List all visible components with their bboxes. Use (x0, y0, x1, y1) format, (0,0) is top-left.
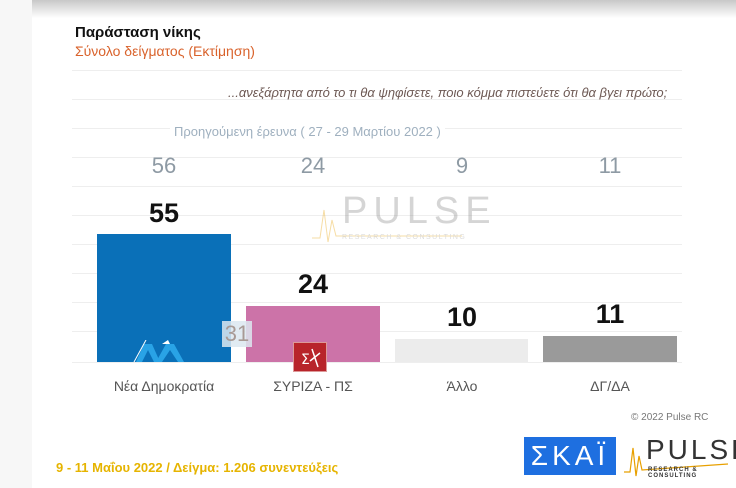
watermark-subtext: RESEARCH & CONSULTING (342, 234, 467, 241)
gridline (72, 215, 682, 216)
category-label: ΔΓ/ΔΑ (590, 378, 630, 394)
watermark-text: PULSE (342, 190, 497, 232)
gridline (72, 302, 682, 303)
gridline (72, 362, 682, 363)
copyright-text: © 2022 Pulse RC (631, 412, 709, 423)
pulse-logo-text: PULSE (646, 434, 736, 465)
gridline (72, 273, 682, 274)
previous-value: 9 (455, 153, 469, 178)
bar-value: 55 (148, 198, 180, 228)
category-label: Άλλο (446, 378, 478, 394)
bar-nd (97, 234, 231, 362)
pulse-watermark: PULSE RESEARCH & CONSULTING (312, 190, 492, 245)
previous-value: 11 (598, 153, 622, 178)
chart-title: Παράσταση νίκης (75, 24, 201, 41)
previous-survey-label: Προηγούμενη έρευνα ( 27 - 29 Μαρτίου 202… (170, 124, 445, 139)
survey-footer: 9 - 11 Μαΐου 2022 / Δείγμα: 1.206 συνεντ… (56, 460, 339, 475)
nd-logo-icon (133, 340, 184, 362)
bar-value: 11 (595, 299, 625, 329)
top-band (32, 0, 736, 18)
survey-question: ...ανεξάρτητα από το τι θα ψηφίσετε, ποι… (228, 85, 668, 100)
category-label: ΣΥΡΙΖΑ - ΠΣ (273, 378, 353, 394)
bar-value: 10 (446, 302, 478, 332)
chart-subtitle: Σύνολο δείγματος (Εκτίμηση) (75, 43, 255, 59)
pulse-wave-icon (312, 209, 462, 243)
syriza-logo-icon: Σ (293, 342, 327, 372)
gridline (72, 157, 682, 158)
bar-value: 24 (297, 269, 329, 299)
bar-other (395, 339, 528, 362)
gridline (72, 70, 682, 71)
gridline (72, 244, 682, 245)
previous-value: 56 (151, 153, 177, 178)
pulse-logo: PULSE RESEARCH & CONSULTING (624, 434, 736, 479)
gridline (72, 99, 682, 100)
svg-text:Σ: Σ (301, 352, 310, 368)
pulse-logo-subtext: RESEARCH & CONSULTING (648, 467, 698, 479)
bar-dont-know (543, 336, 677, 362)
previous-value: 24 (300, 153, 326, 178)
annotation-badge: 31 (222, 321, 252, 347)
gridline (72, 186, 682, 187)
skai-logo: ΣΚΑΪ (524, 437, 616, 475)
pulse-wave-icon (624, 447, 729, 477)
category-label: Νέα Δημοκρατία (113, 378, 215, 394)
